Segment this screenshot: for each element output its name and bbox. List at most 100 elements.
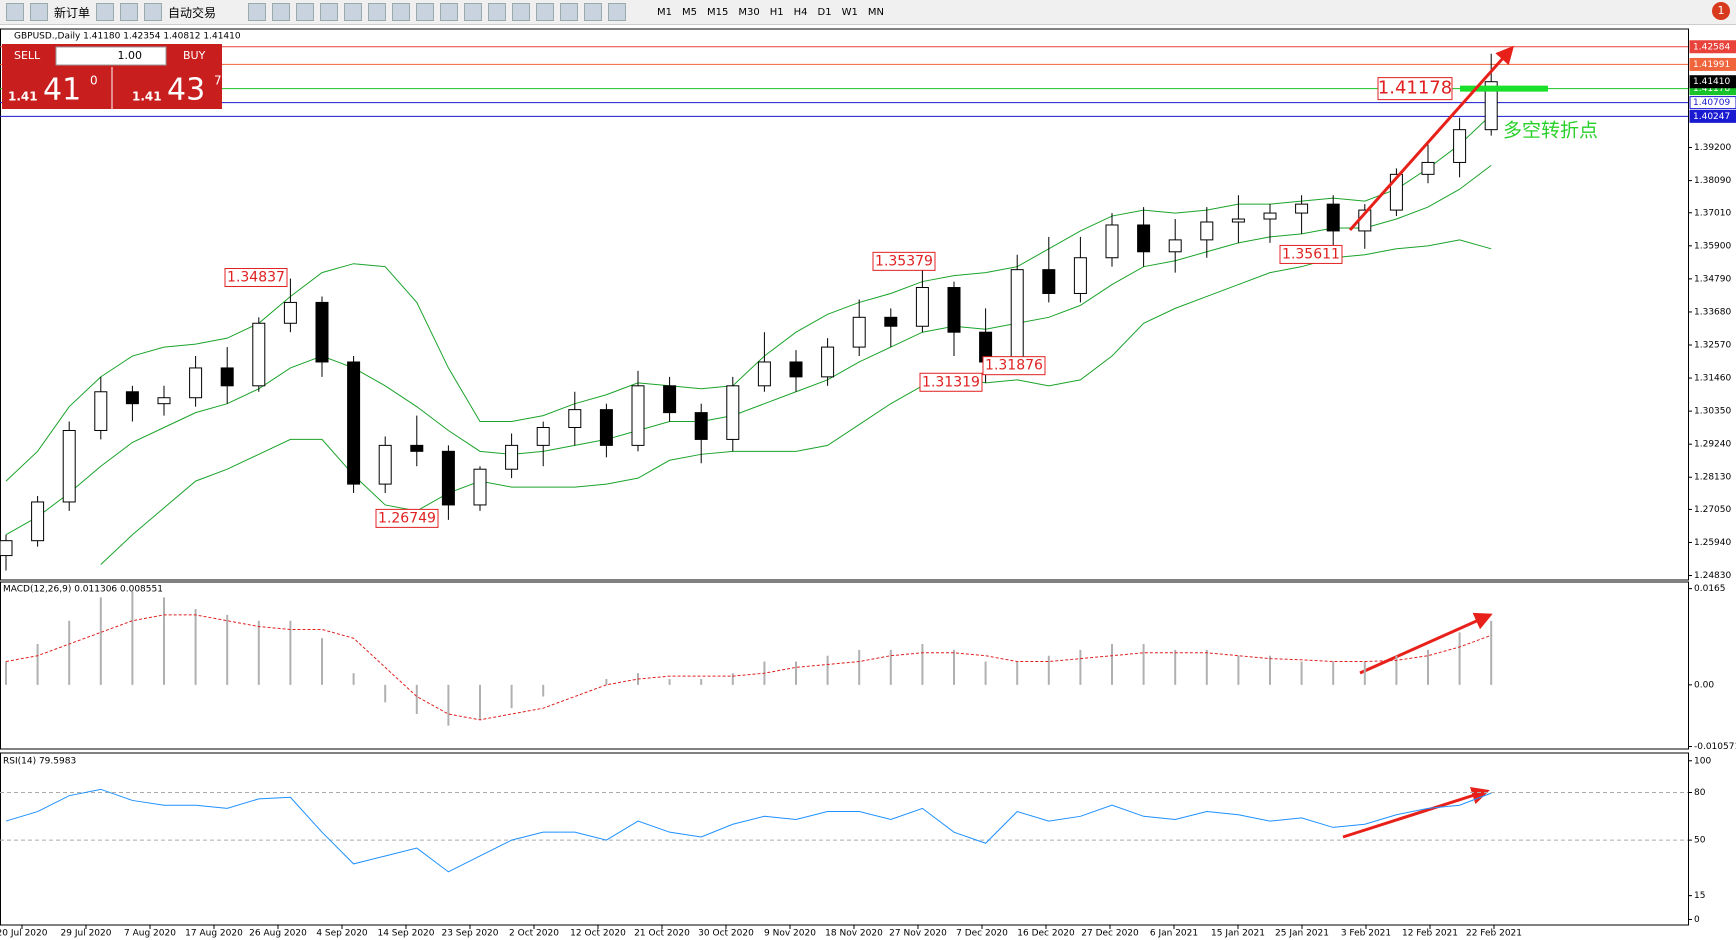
annotation-box bbox=[1377, 77, 1453, 101]
candle-body bbox=[220, 367, 234, 387]
icon[interactable] bbox=[584, 3, 603, 21]
x-tick-label: 4 Sep 2020 bbox=[316, 929, 368, 939]
icon[interactable] bbox=[120, 3, 139, 21]
auto-trade-button[interactable]: 自动交易 bbox=[168, 5, 217, 20]
y-tick-label: 1.32570 bbox=[1694, 341, 1731, 351]
lot-size[interactable]: 1.00 bbox=[118, 49, 143, 62]
candle-body bbox=[536, 427, 550, 446]
icon[interactable] bbox=[392, 3, 411, 21]
icon[interactable] bbox=[248, 3, 267, 21]
annotation-label: 1.31876 bbox=[985, 358, 1043, 374]
candle-body bbox=[757, 361, 771, 387]
candle-body bbox=[1137, 224, 1151, 253]
timeframe-button[interactable]: D1 bbox=[817, 6, 832, 18]
candle-body bbox=[726, 385, 740, 440]
y-tick-label: 1.29240 bbox=[1694, 440, 1731, 450]
y-tick-label: 15 bbox=[1694, 891, 1705, 901]
timeframes: M1 M5 M15 M30 H1 H4 D1 W1 MN bbox=[652, 7, 889, 18]
candle-body bbox=[884, 316, 898, 327]
candle-body bbox=[347, 361, 361, 485]
icon[interactable] bbox=[296, 3, 315, 21]
new-order-button[interactable]: 新订单 bbox=[54, 5, 91, 20]
candle-body bbox=[1042, 269, 1056, 294]
x-tick-label: 22 Feb 2021 bbox=[1466, 929, 1522, 939]
timeframe-button[interactable]: W1 bbox=[841, 6, 858, 18]
x-tick-label: 23 Sep 2020 bbox=[441, 929, 498, 939]
timeframe-button[interactable]: M5 bbox=[682, 6, 698, 18]
x-tick-label: 12 Oct 2020 bbox=[570, 929, 626, 939]
icon[interactable] bbox=[272, 3, 291, 21]
icon[interactable] bbox=[30, 3, 48, 21]
x-tick-label: 30 Oct 2020 bbox=[698, 929, 754, 939]
icon[interactable] bbox=[368, 3, 387, 21]
candle-body bbox=[821, 346, 835, 378]
x-tick-label: 12 Feb 2021 bbox=[1402, 929, 1458, 939]
price-level-label: 1.40709 bbox=[1693, 98, 1730, 108]
rsi-frame bbox=[0, 752, 1689, 926]
trade-panel: SELL BUY 1.00 1.41 41 0 1.41 43 7 bbox=[2, 44, 222, 109]
icon[interactable] bbox=[464, 3, 483, 21]
icon[interactable] bbox=[512, 3, 531, 21]
y-tick-label: 80 bbox=[1694, 788, 1706, 798]
price-level-box bbox=[1689, 57, 1736, 71]
annotation-label: 1.34837 bbox=[227, 269, 285, 285]
timeframe-button[interactable]: MN bbox=[867, 6, 884, 18]
candle-body bbox=[378, 444, 392, 485]
candle-body bbox=[1326, 203, 1340, 232]
icon[interactable] bbox=[416, 3, 435, 21]
icon[interactable] bbox=[440, 3, 459, 21]
candle-body bbox=[1263, 212, 1277, 220]
icon[interactable] bbox=[488, 3, 507, 21]
icon[interactable] bbox=[6, 3, 24, 21]
annotation-label: 1.26749 bbox=[378, 510, 436, 526]
candle-body bbox=[157, 397, 171, 405]
y-tick-label: 1.25940 bbox=[1694, 538, 1731, 548]
candle-body bbox=[568, 409, 582, 429]
candle-body bbox=[1484, 81, 1498, 131]
buy-button[interactable]: BUY bbox=[183, 49, 206, 62]
timeframe-button[interactable]: H1 bbox=[769, 6, 784, 18]
x-tick-label: 29 Jul 2020 bbox=[61, 929, 112, 939]
price-level-label: 1.41178 bbox=[1693, 84, 1730, 94]
y-tick-label: 100 bbox=[1694, 756, 1711, 766]
candle-body bbox=[505, 444, 519, 470]
rsi-title: RSI(14) 79.5983 bbox=[3, 757, 76, 767]
timeframe-button[interactable]: M1 bbox=[657, 6, 673, 18]
icon[interactable] bbox=[560, 3, 579, 21]
x-tick-label: 7 Dec 2020 bbox=[956, 929, 1008, 939]
x-tick-label: 26 Aug 2020 bbox=[249, 929, 307, 939]
candle-body bbox=[663, 385, 677, 414]
notification-badge[interactable]: 1 bbox=[1712, 2, 1730, 20]
y-tick-label: -0.010571 bbox=[1694, 742, 1736, 752]
sell-button[interactable]: SELL bbox=[14, 49, 41, 62]
chart-header: GBPUSD.,Daily 1.41180 1.42354 1.40812 1.… bbox=[14, 32, 241, 42]
icon[interactable] bbox=[320, 3, 339, 21]
icon[interactable] bbox=[144, 3, 163, 21]
price-level-label: 1.40247 bbox=[1693, 112, 1730, 122]
bollinger-lower bbox=[100, 239, 1492, 565]
price-level-box bbox=[1689, 109, 1736, 123]
icon[interactable] bbox=[96, 3, 115, 21]
candle-body bbox=[1295, 203, 1309, 214]
x-tick-label: 17 Aug 2020 bbox=[185, 929, 243, 939]
candle-body bbox=[31, 501, 45, 542]
timeframe-button[interactable]: M30 bbox=[738, 6, 760, 18]
candle-body bbox=[1200, 221, 1214, 241]
icon[interactable] bbox=[536, 3, 555, 21]
price-level-box bbox=[1689, 75, 1736, 89]
x-tick-label: 14 Sep 2020 bbox=[377, 929, 434, 939]
timeframe-button[interactable]: M15 bbox=[707, 6, 729, 18]
candle-body bbox=[852, 316, 866, 348]
timeframe-button[interactable]: H4 bbox=[793, 6, 808, 18]
annotation-box bbox=[1279, 244, 1343, 264]
x-tick-label: 15 Jan 2021 bbox=[1211, 929, 1265, 939]
candle-body bbox=[315, 301, 329, 363]
annotation-box bbox=[375, 508, 439, 528]
price-level-label: 1.41991 bbox=[1693, 60, 1730, 70]
candle-body bbox=[789, 361, 803, 378]
candle-body bbox=[94, 391, 108, 431]
icon[interactable] bbox=[344, 3, 363, 21]
candle-body bbox=[599, 409, 613, 446]
icon[interactable] bbox=[608, 3, 627, 21]
x-tick-label: 9 Nov 2020 bbox=[764, 929, 816, 939]
